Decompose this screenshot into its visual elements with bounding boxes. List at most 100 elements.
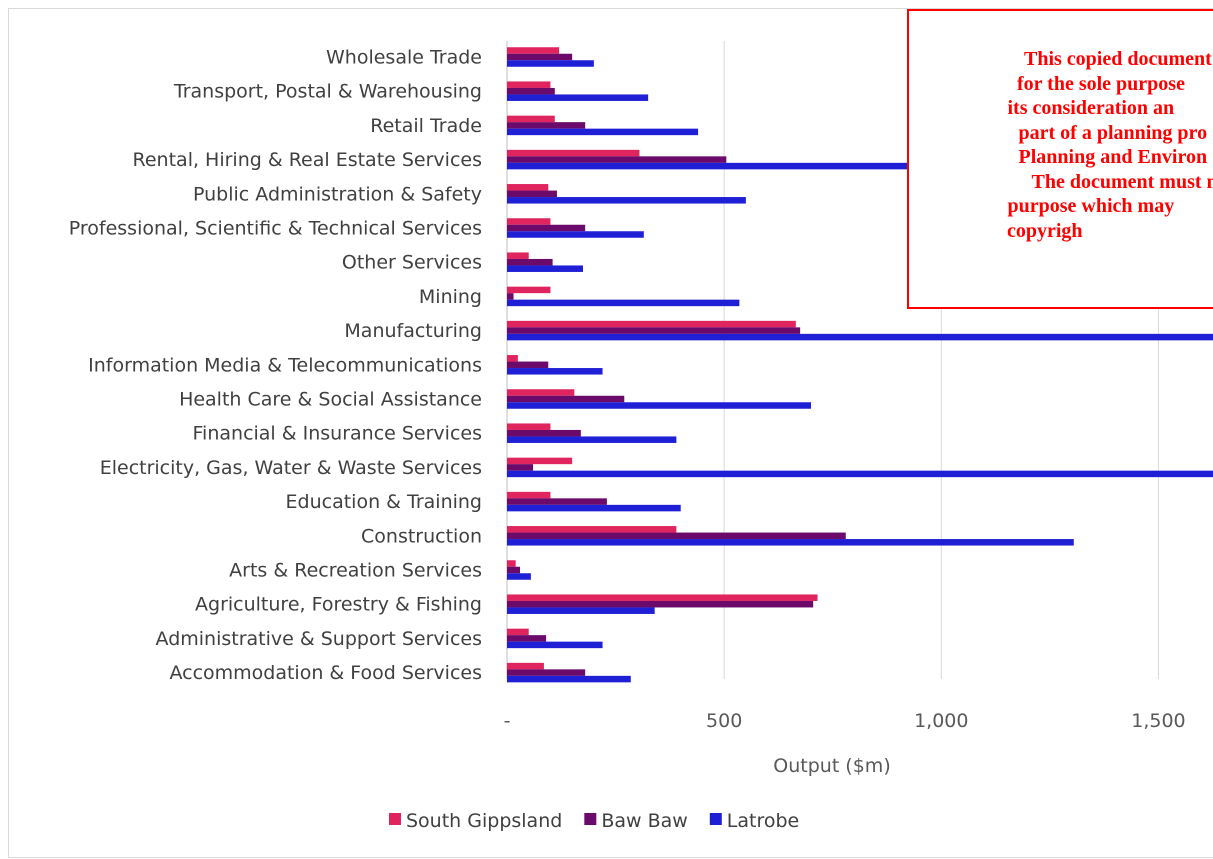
- notice-line: The document must not: [1032, 170, 1213, 194]
- legend-swatch: [584, 813, 596, 825]
- x-tick-label: -: [504, 710, 511, 732]
- bar: [507, 197, 746, 204]
- bar: [507, 116, 555, 123]
- bar: [507, 642, 603, 649]
- bar: [507, 129, 698, 136]
- bar: [507, 458, 572, 465]
- bar: [507, 607, 655, 614]
- bar: [507, 81, 550, 88]
- category-label: Construction: [361, 525, 482, 547]
- category-label: Mining: [419, 286, 482, 308]
- bar: [507, 231, 644, 238]
- bar: [507, 191, 557, 198]
- bar: [507, 676, 631, 683]
- bar: [507, 368, 603, 375]
- bar: [507, 492, 550, 499]
- bar: [507, 362, 548, 369]
- category-label: Manufacturing: [344, 320, 482, 342]
- bar: [507, 122, 585, 128]
- legend-label: South Gippsland: [406, 810, 562, 832]
- bar: [507, 225, 585, 232]
- category-label: Retail Trade: [370, 115, 482, 137]
- notice-line: purpose which may: [1008, 194, 1175, 218]
- notice-line: for the sole purpose: [1017, 72, 1185, 96]
- chart-frame: Wholesale Trade Transport, Postal & Wareh…: [8, 8, 1213, 858]
- bar: [507, 184, 548, 191]
- category-label: Rental, Hiring & Real Estate Services: [133, 149, 482, 171]
- bar: [507, 539, 1074, 546]
- notice-line: copyrigh: [1007, 219, 1083, 243]
- notice-line: its consideration an: [1008, 96, 1175, 120]
- bar: [507, 327, 800, 334]
- legend-label: Latrobe: [727, 810, 799, 832]
- x-tick-label: 500: [706, 710, 742, 732]
- category-label: Electricity, Gas, Water & Waste Services: [100, 457, 482, 479]
- bar: [507, 533, 846, 540]
- x-tick-label: 1,000: [914, 710, 968, 732]
- bar: [507, 163, 909, 170]
- legend-label: Baw Baw: [601, 810, 687, 832]
- bar: [507, 218, 550, 225]
- bar: [507, 526, 676, 533]
- bar: [507, 567, 520, 574]
- category-labels: Wholesale Trade Transport, Postal & Wareh…: [69, 47, 482, 685]
- bar: [507, 60, 594, 67]
- category-label: Transport, Postal & Warehousing: [173, 81, 482, 103]
- bar: [507, 430, 581, 437]
- category-label: Professional, Scientific & Technical Ser…: [69, 218, 482, 240]
- bar: [507, 396, 624, 403]
- bar: [507, 498, 607, 505]
- bar: [507, 471, 1213, 478]
- bar: [507, 389, 574, 396]
- bar: [507, 436, 676, 443]
- category-label: Other Services: [342, 252, 482, 274]
- bar: [507, 594, 818, 601]
- bar: [507, 573, 531, 580]
- bar: [507, 259, 553, 266]
- legend-swatch: [389, 813, 401, 825]
- bar: [507, 293, 514, 300]
- bar: [507, 156, 726, 163]
- bar: [507, 252, 529, 259]
- legend-swatch: [710, 813, 722, 825]
- bar: [507, 663, 544, 670]
- category-label: Arts & Recreation Services: [229, 560, 482, 582]
- copyright-notice: This copied document to bfor the sole pu…: [907, 9, 1213, 309]
- category-label: Health Care & Social Assistance: [179, 389, 482, 411]
- category-label: Education & Training: [286, 491, 482, 513]
- category-label: Agriculture, Forestry & Fishing: [195, 594, 482, 616]
- bar: [507, 669, 585, 676]
- bar: [507, 150, 639, 157]
- x-axis-title: Output ($m): [773, 755, 890, 777]
- bar: [507, 505, 681, 512]
- bar: [507, 287, 550, 294]
- bar: [507, 629, 529, 636]
- bar: [507, 321, 796, 328]
- category-label: Information Media & Telecommunications: [88, 354, 482, 376]
- bar: [507, 54, 572, 61]
- notice-line: This copied document to b: [1024, 47, 1213, 71]
- x-tick-label: 1,500: [1131, 710, 1185, 732]
- bar: [507, 601, 813, 608]
- bar: [507, 88, 555, 95]
- bar: [507, 423, 550, 430]
- category-label: Wholesale Trade: [326, 47, 482, 69]
- category-label: Accommodation & Food Services: [169, 662, 482, 684]
- bar: [507, 355, 518, 362]
- bar: [507, 560, 516, 567]
- legend: South Gippsland Baw Baw Latrobe: [389, 810, 799, 832]
- bar: [507, 265, 583, 272]
- bar: [507, 635, 546, 642]
- notice-line: part of a planning pro: [1019, 121, 1208, 145]
- category-label: Public Administration & Safety: [193, 183, 482, 205]
- category-label: Financial & Insurance Services: [193, 423, 482, 445]
- bar: [507, 94, 648, 101]
- category-label: Administrative & Support Services: [156, 628, 482, 650]
- bar: [507, 47, 559, 54]
- bar: [507, 402, 811, 409]
- bar: [507, 334, 1213, 341]
- bar: [507, 464, 533, 471]
- bar: [507, 300, 739, 307]
- notice-line: Planning and Environ: [1019, 145, 1208, 169]
